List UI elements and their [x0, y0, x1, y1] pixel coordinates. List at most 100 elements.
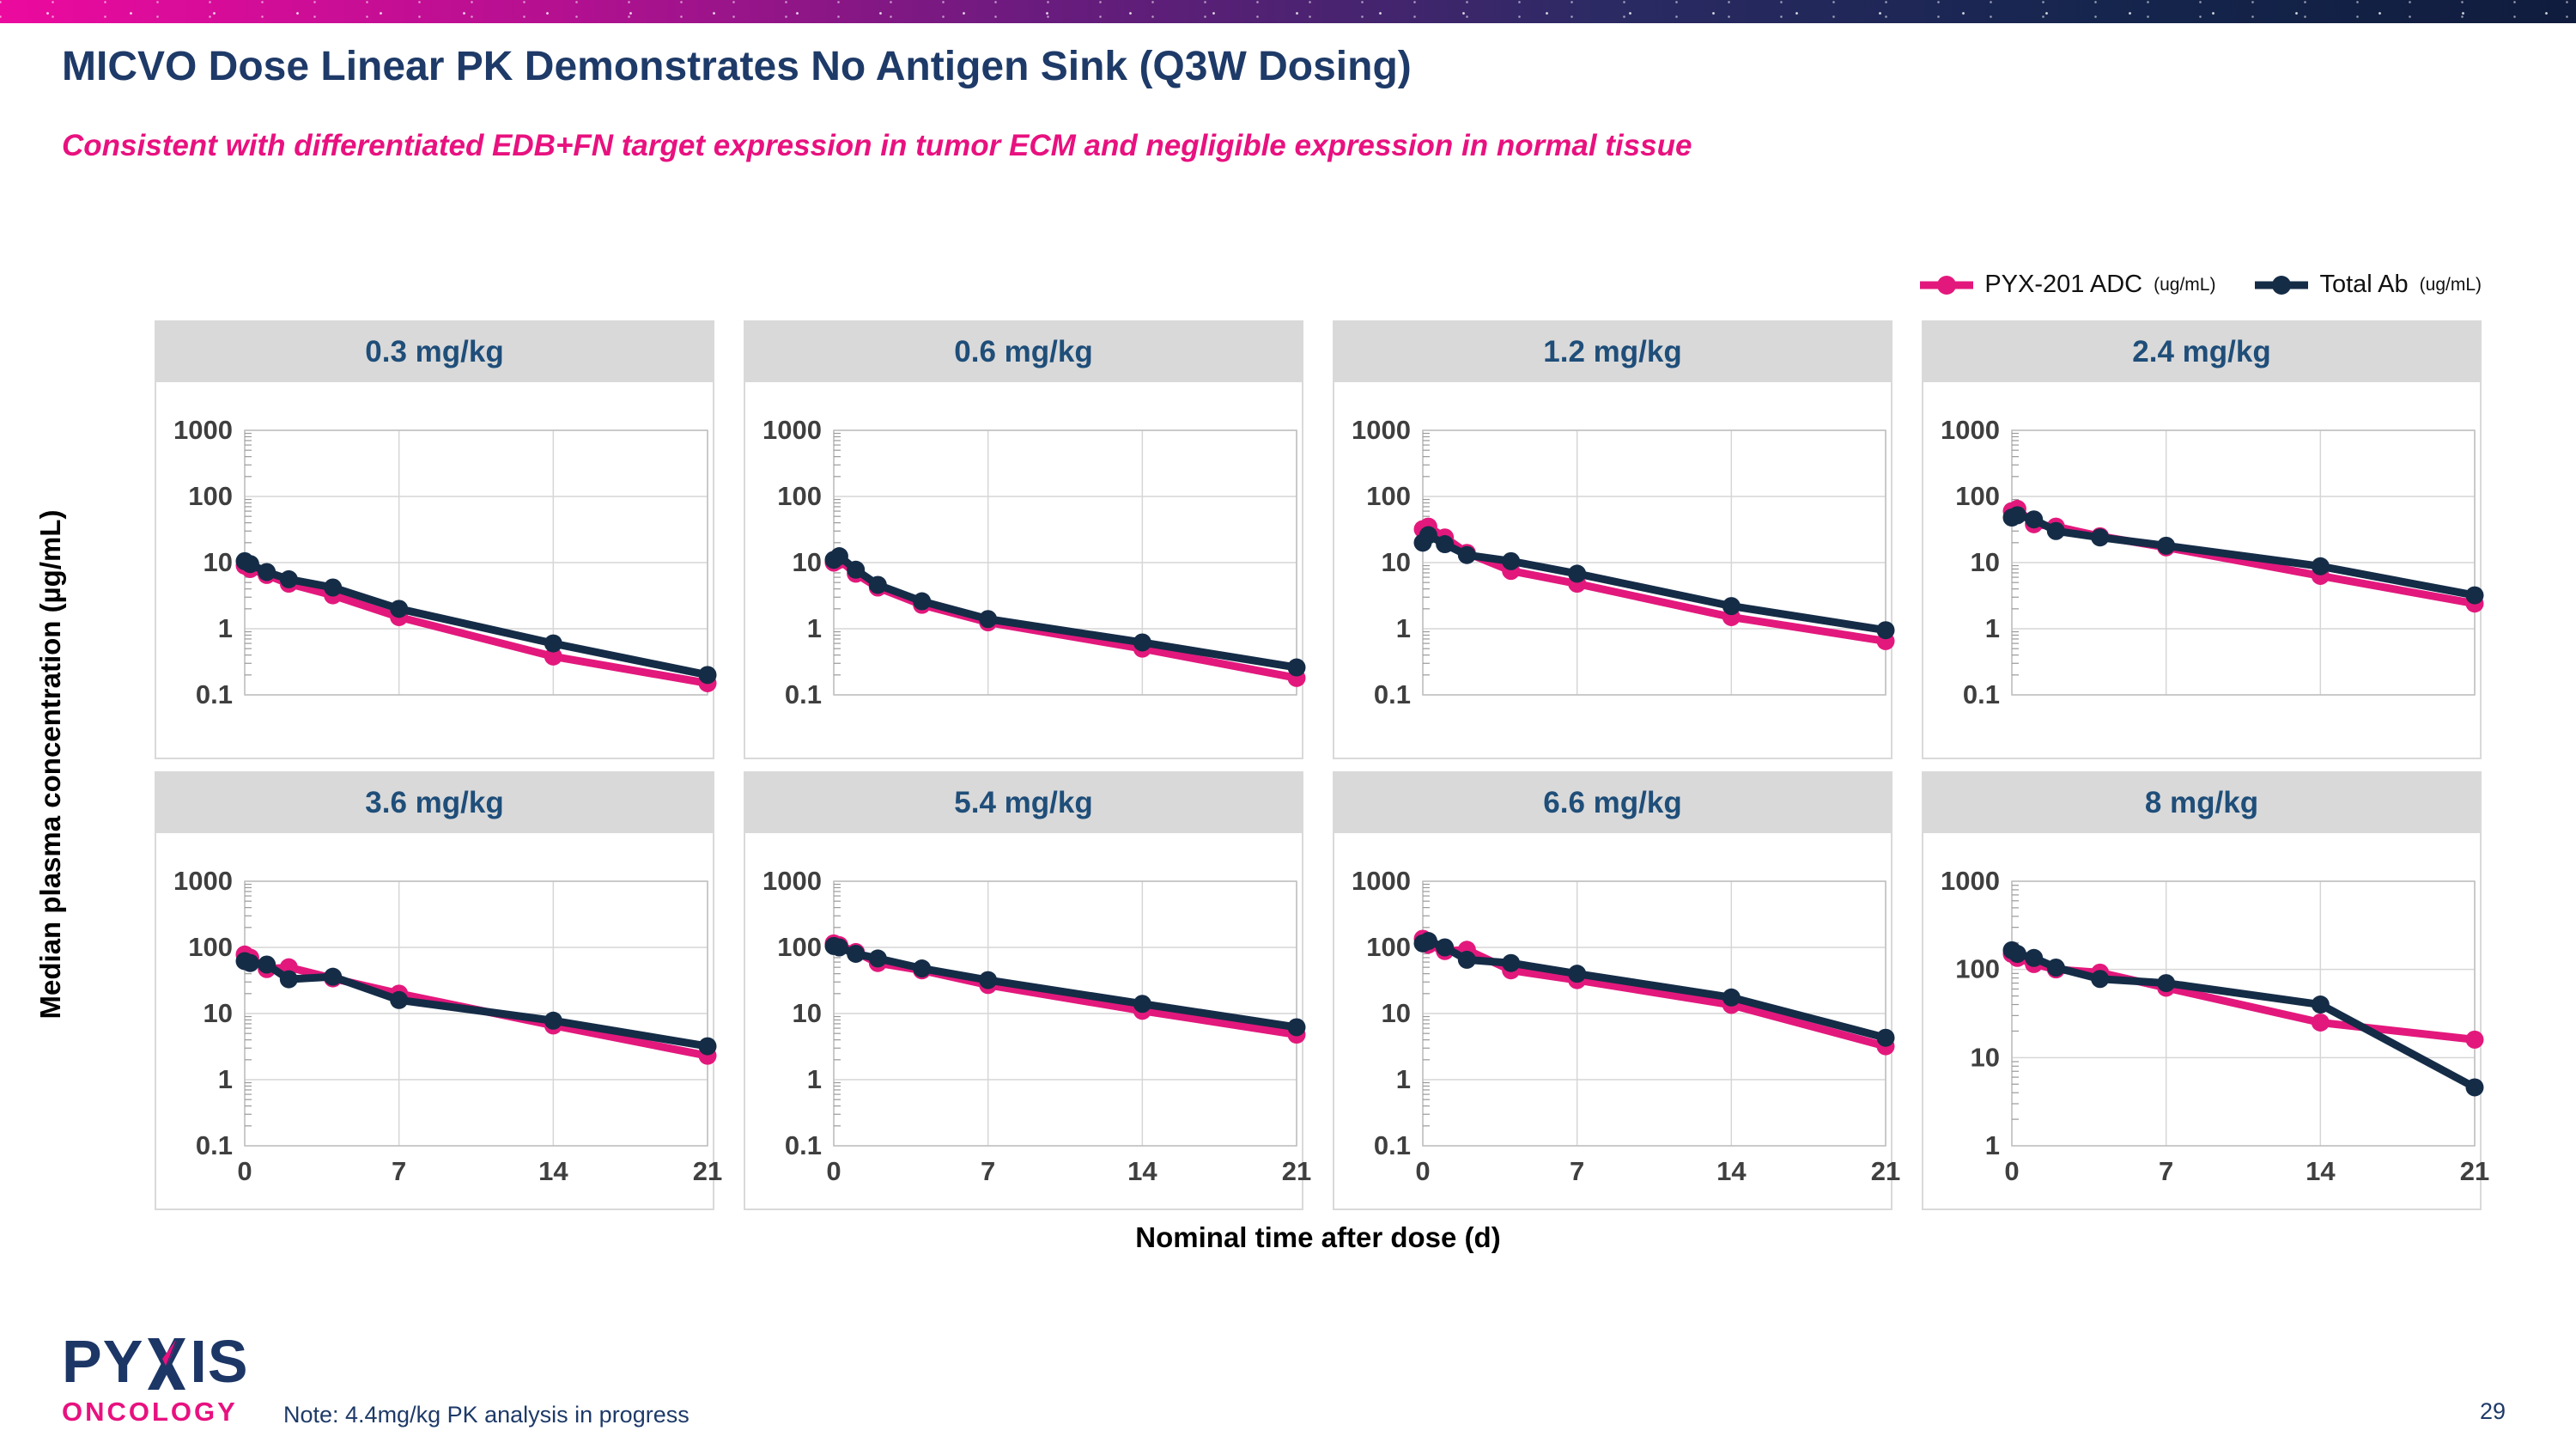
- chart-title: 0.6 mg/kg: [954, 335, 1093, 368]
- y-tick-label: 10: [1382, 547, 1411, 577]
- legend-unit: (ug/mL): [2154, 274, 2216, 295]
- chart-plot: 1000 100 10 1 0.1: [1941, 415, 2484, 709]
- pyxis-compass-x-icon: [148, 1338, 186, 1390]
- x-tick-label: 14: [538, 1156, 568, 1186]
- series-line-total-ab: [240, 557, 712, 679]
- top-banner-gradient: [0, 0, 2576, 23]
- data-point-marker: [2311, 995, 2330, 1014]
- chart-title: 6.6 mg/kg: [1543, 786, 1682, 819]
- y-tick-label: 100: [188, 481, 233, 511]
- y-tick-label: 1000: [173, 415, 233, 445]
- series-line-pyx-201-adc: [829, 556, 1301, 682]
- data-point-marker: [2465, 586, 2484, 605]
- chart-title: 8 mg/kg: [2144, 786, 2259, 819]
- x-tick-label: 0: [2004, 1156, 2019, 1186]
- legend-unit: (ug/mL): [2419, 274, 2482, 295]
- x-axis-title: Nominal time after dose (d): [1135, 1221, 1501, 1253]
- data-point-marker: [1502, 953, 1521, 972]
- y-axis-title: Median plasma concentration (µg/mL): [34, 509, 66, 1020]
- series-line-pyx-201-adc: [1419, 935, 1890, 1050]
- pyxis-logo-wordmark: PY IS: [62, 1331, 249, 1391]
- chart-panel-0.3-mg-kg: 0.3 mg/kg 1000 100 10 1 0.1: [155, 320, 717, 759]
- x-tick-label: 0: [237, 1156, 252, 1186]
- data-point-marker: [2465, 1078, 2484, 1097]
- y-tick-label: 0.1: [196, 1130, 233, 1160]
- chart-panel-6.6-mg-kg: 6.6 mg/kg 1000 100 10 1 0.1 0 7 14 21: [1333, 771, 1900, 1210]
- data-point-marker: [1133, 633, 1151, 652]
- chart-title: 5.4 mg/kg: [954, 786, 1093, 819]
- y-tick-label: 100: [1366, 932, 1411, 962]
- chart-title: 0.3 mg/kg: [365, 335, 504, 368]
- data-point-marker: [913, 959, 932, 978]
- data-point-marker: [868, 575, 887, 594]
- chart-panel-8-mg-kg: 8 mg/kg 1000 100 10 1 0 7 14 21: [1922, 771, 2489, 1210]
- page-title: MICVO Dose Linear PK Demonstrates No Ant…: [62, 44, 1412, 89]
- data-point-marker: [829, 938, 848, 957]
- x-tick-label: 7: [392, 1156, 406, 1186]
- y-tick-label: 10: [1971, 1042, 2000, 1072]
- chart-panel-2.4-mg-kg: 2.4 mg/kg 1000 100 10 1 0.1: [1922, 320, 2484, 759]
- legend-line-marker-icon: [1920, 275, 1974, 295]
- data-point-marker: [279, 970, 298, 989]
- y-tick-label: 0.1: [785, 1130, 822, 1160]
- data-point-marker: [1436, 535, 1455, 554]
- x-tick-label: 21: [2460, 1156, 2489, 1186]
- data-point-marker: [2008, 945, 2026, 964]
- y-tick-label: 10: [1382, 998, 1411, 1028]
- y-tick-label: 1: [1985, 613, 2000, 643]
- x-tick-label: 14: [2306, 1156, 2336, 1186]
- chart-legend: PYX-201 ADC (ug/mL) Total Ab (ug/mL): [1920, 271, 2482, 299]
- y-tick-label: 1000: [1352, 415, 1411, 445]
- y-tick-label: 1000: [762, 415, 822, 445]
- data-point-marker: [240, 555, 259, 574]
- data-point-marker: [1457, 545, 1476, 564]
- chart-title-strip: 2.4 mg/kg: [1923, 322, 2480, 382]
- data-point-marker: [1419, 526, 1437, 545]
- data-point-marker: [2091, 970, 2110, 989]
- data-point-marker: [2091, 528, 2110, 547]
- chart-plot: 1000 100 10 1 0.10 7 14 21: [173, 866, 722, 1186]
- data-point-marker: [2008, 506, 2026, 525]
- data-point-marker: [829, 547, 848, 566]
- x-tick-label: 0: [1415, 1156, 1430, 1186]
- data-point-marker: [390, 990, 409, 1009]
- chart-panel-0.6-mg-kg: 0.6 mg/kg 1000 100 10 1 0.1: [744, 320, 1306, 759]
- y-tick-label: 0.1: [1374, 679, 1411, 709]
- page-number: 29: [2479, 1398, 2506, 1424]
- y-tick-label: 1: [1396, 613, 1411, 643]
- y-tick-label: 0.1: [785, 679, 822, 709]
- y-tick-label: 10: [793, 547, 822, 577]
- data-point-marker: [1287, 658, 1306, 677]
- y-tick-label: 1000: [173, 866, 233, 896]
- series-line-total-ab: [1419, 531, 1890, 635]
- data-point-marker: [1722, 988, 1741, 1007]
- chart-panel-5.4-mg-kg: 5.4 mg/kg 1000 100 10 1 0.1 0 7 14 21: [744, 771, 1311, 1210]
- chart-plot: 1000 100 10 1 0.1: [1352, 415, 1895, 709]
- y-tick-label: 100: [1366, 481, 1411, 511]
- data-point-marker: [2025, 510, 2044, 529]
- chart-panel-3.6-mg-kg: 3.6 mg/kg 1000 100 10 1 0.1 0 7 14 21: [155, 771, 722, 1210]
- chart-plot: 1000 100 10 1 0.10 7 14 21: [762, 866, 1311, 1186]
- chart-title: 3.6 mg/kg: [365, 786, 504, 819]
- data-point-marker: [1722, 597, 1741, 616]
- legend-item-pyx-201-adc: PYX-201 ADC (ug/mL): [1920, 271, 2215, 299]
- y-tick-label: 10: [204, 998, 233, 1028]
- data-point-marker: [1876, 1028, 1895, 1047]
- x-tick-label: 21: [1282, 1156, 1311, 1186]
- data-point-marker: [847, 944, 866, 963]
- y-tick-label: 10: [204, 547, 233, 577]
- footnote: Note: 4.4mg/kg PK analysis in progress: [283, 1402, 690, 1428]
- data-point-marker: [2311, 557, 2330, 575]
- data-point-marker: [698, 666, 717, 685]
- page-subtitle: Consistent with differentiated EDB+FN ta…: [62, 129, 1692, 162]
- y-tick-label: 100: [1955, 954, 2000, 984]
- data-point-marker: [979, 610, 998, 629]
- y-tick-label: 1: [1985, 1130, 2000, 1160]
- chart-plot: 1000 100 10 1 0.1: [173, 415, 717, 709]
- chart-plot: 1000 100 10 1 0.1: [762, 415, 1306, 709]
- data-point-marker: [240, 953, 259, 972]
- y-tick-label: 1000: [1941, 415, 2000, 445]
- data-point-marker: [1419, 932, 1437, 951]
- logo-text-is: IS: [190, 1328, 249, 1395]
- data-point-marker: [1436, 938, 1455, 957]
